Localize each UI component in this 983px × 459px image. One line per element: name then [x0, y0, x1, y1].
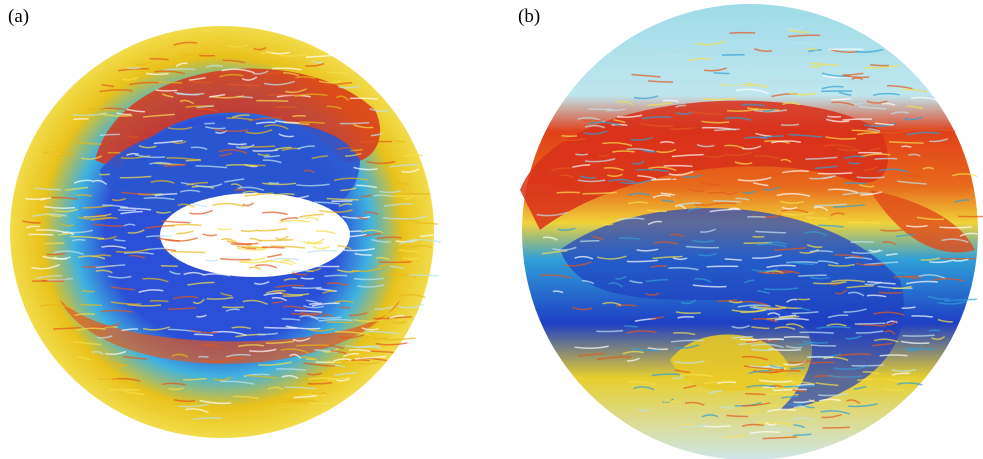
streamline [283, 295, 303, 296]
streamline [390, 220, 417, 221]
streamline [939, 227, 971, 228]
streamline [241, 146, 275, 147]
streamline [851, 242, 874, 243]
streamline [851, 365, 883, 366]
streamline [784, 337, 809, 338]
panel-label: (b) [518, 6, 540, 27]
streamline [292, 116, 306, 117]
streamline [80, 305, 102, 306]
streamline [855, 323, 886, 324]
streamline [799, 332, 833, 333]
streamline [171, 252, 205, 253]
streamline [695, 205, 705, 206]
streamline [150, 59, 169, 60]
streamline [879, 292, 903, 293]
streamline [580, 241, 599, 242]
panel-label: (a) [8, 6, 29, 27]
streamline [44, 243, 64, 244]
streamline [109, 389, 139, 390]
streamline [557, 192, 580, 193]
streamline [807, 49, 818, 50]
streamline [327, 72, 347, 73]
streamline [880, 355, 908, 356]
streamline [225, 357, 242, 358]
figure: (a) (b) [0, 0, 983, 459]
streamline [858, 153, 882, 154]
streamline [327, 322, 354, 323]
streamline [259, 240, 294, 241]
streamline [596, 331, 623, 332]
streamline [262, 247, 285, 248]
streamline [226, 165, 255, 166]
streamline [409, 275, 438, 276]
streamline [350, 98, 378, 99]
streamline [296, 345, 329, 346]
streamline [269, 183, 280, 184]
streamline [256, 101, 288, 102]
streamline [253, 150, 278, 151]
streamline [150, 301, 169, 302]
streamline [624, 326, 637, 327]
streamline [822, 427, 850, 428]
streamline [857, 177, 885, 178]
streamline [664, 166, 693, 167]
streamline [561, 136, 577, 137]
streamline [575, 154, 588, 155]
streamline [714, 73, 730, 74]
streamline [360, 141, 392, 142]
streamline [292, 288, 321, 289]
streamline [231, 244, 252, 245]
panel-a: (a) [8, 6, 445, 438]
streamline [870, 65, 889, 66]
streamline [875, 159, 898, 160]
streamline [827, 116, 841, 117]
streamline [29, 234, 54, 235]
streamline [818, 173, 852, 174]
streamline [379, 262, 411, 263]
panel-b: (b) [518, 4, 983, 459]
streamline [744, 242, 772, 243]
streamline [929, 330, 940, 331]
streamline [222, 307, 244, 308]
streamline [392, 196, 427, 197]
streamline [901, 146, 911, 147]
streamline [745, 394, 765, 395]
streamline [303, 395, 325, 396]
streamline [156, 90, 178, 91]
streamline [73, 119, 88, 120]
streamline [797, 299, 809, 300]
